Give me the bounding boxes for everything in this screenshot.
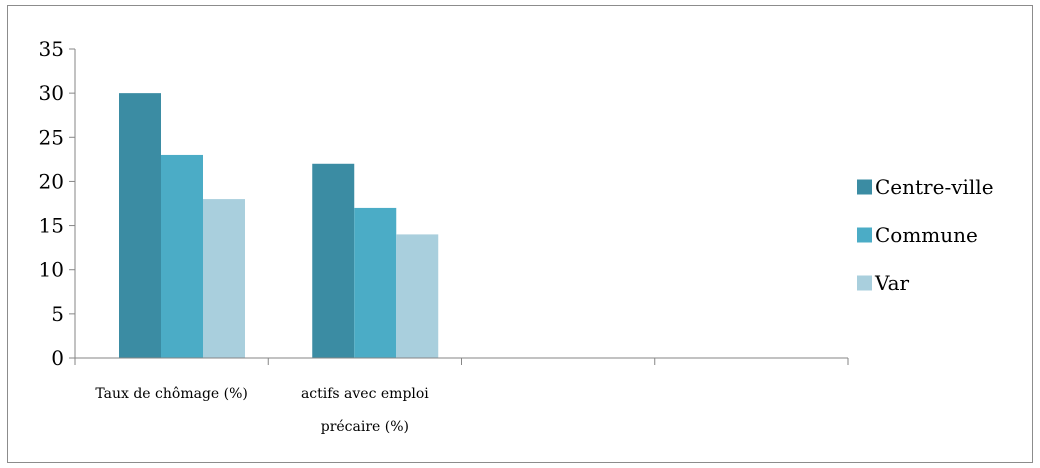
y-tick-label: 15: [39, 214, 64, 238]
x-category-label: précaire (%): [321, 419, 409, 435]
legend-swatch: [857, 275, 872, 291]
x-category-label: actifs avec emploi: [301, 386, 429, 402]
legend-swatch: [857, 179, 872, 195]
bar-commune: [161, 154, 203, 358]
bar-centre-ville: [312, 163, 355, 358]
legend-label: Centre-ville: [875, 175, 994, 199]
y-tick-label: 0: [51, 346, 64, 370]
bar-var: [396, 234, 439, 358]
y-tick-label: 30: [39, 81, 64, 105]
y-tick-label: 20: [39, 169, 64, 193]
legend-label: Var: [874, 271, 910, 295]
y-tick-label: 35: [39, 37, 64, 61]
legend-label: Commune: [875, 223, 978, 247]
y-tick-label: 10: [39, 258, 64, 282]
bar-commune: [354, 207, 397, 358]
legend-swatch: [857, 227, 872, 243]
bar-var: [203, 199, 245, 358]
bar-centre-ville: [119, 93, 161, 359]
x-category-label: Taux de chômage (%): [95, 386, 248, 402]
y-tick-label: 5: [51, 302, 64, 326]
y-tick-label: 25: [39, 125, 64, 149]
